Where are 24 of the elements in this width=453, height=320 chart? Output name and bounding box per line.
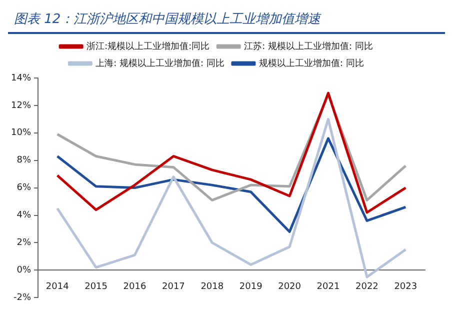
y-tick-label: 4%	[16, 210, 32, 221]
y-tick-label: 6%	[16, 183, 32, 194]
x-tick-label: 2017	[162, 282, 185, 292]
y-tick-label: 0%	[16, 265, 32, 276]
legend-label: 浙江:规模以上工业增加值:同比	[86, 40, 210, 52]
x-tick-label: 2014	[46, 282, 70, 292]
x-tick-label: 2022	[355, 282, 378, 292]
chart-title: 图表 12：江浙沪地区和中国规模以上工业增加值增速	[8, 8, 445, 34]
x-tick-label: 2016	[123, 282, 146, 292]
x-tick-label: 2018	[200, 282, 224, 292]
legend-label: 江苏: 规模以上工业增加值: 同比	[244, 40, 373, 52]
y-tick-label: 12%	[10, 100, 32, 111]
x-tick-label: 2020	[278, 282, 302, 292]
legend-label: 上海: 规模以上工业增加值: 同比	[96, 58, 224, 69]
y-tick-label: 2%	[16, 238, 32, 248]
y-tick-label: 8%	[16, 156, 32, 166]
y-tick-label: -2%	[13, 292, 32, 303]
x-tick-label: 2019	[239, 282, 263, 292]
y-tick-label: 14%	[10, 73, 32, 84]
legend-label: 规模以上工业增加值: 同比	[258, 58, 364, 69]
x-tick-label: 2023	[394, 282, 418, 292]
y-tick-label: 10%	[10, 128, 32, 138]
x-tick-label: 2021	[316, 282, 340, 292]
x-tick-label: 2015	[84, 282, 108, 292]
